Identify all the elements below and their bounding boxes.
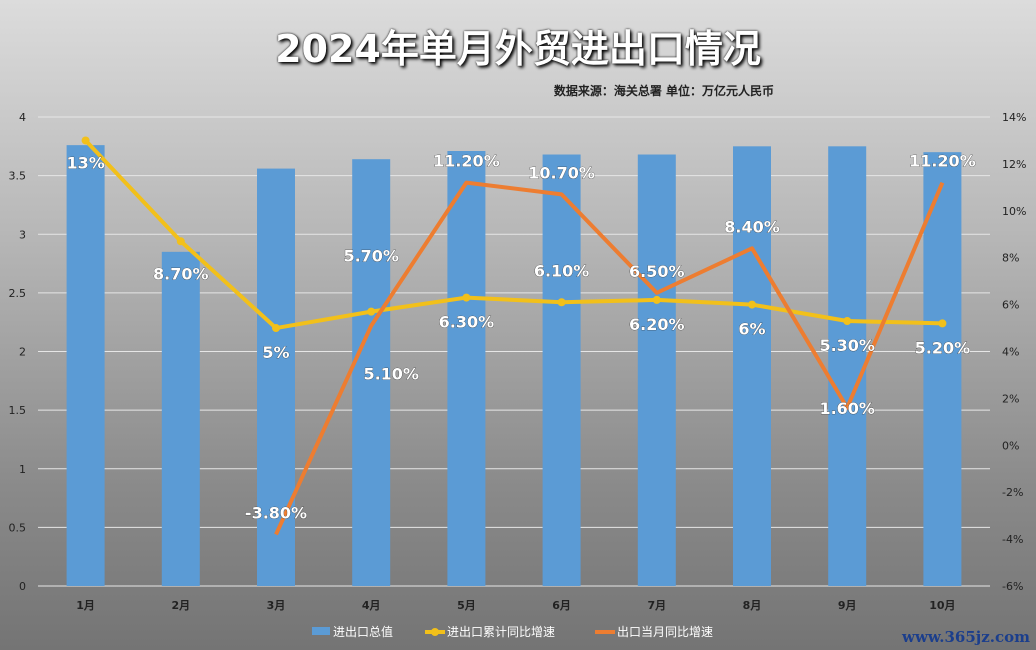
- data-label: 5.70%: [343, 247, 399, 266]
- series-point: [367, 307, 376, 316]
- legend-label: 出口当月同比增速: [617, 625, 713, 639]
- y-right-tick-label: 10%: [1002, 205, 1026, 218]
- bar: [923, 152, 962, 587]
- bar: [447, 151, 486, 586]
- y-right-tick-label: 2%: [1002, 392, 1019, 405]
- y-left-tick-label: 3: [19, 228, 26, 241]
- chart-title: 2024年单月外贸进出口情况: [275, 27, 761, 71]
- data-label: 6.30%: [439, 313, 495, 332]
- y-left-tick-label: 3.5: [9, 170, 27, 183]
- bar: [161, 251, 200, 586]
- x-tick-label: 10月: [929, 599, 955, 612]
- y-right-tick-label: 0%: [1002, 439, 1019, 452]
- series-point: [81, 136, 90, 145]
- series-line-2: [274, 180, 945, 536]
- x-tick-label: 7月: [647, 599, 666, 612]
- data-label: 11.20%: [909, 152, 976, 171]
- series-point: [272, 324, 280, 333]
- series-line-1: [84, 139, 943, 331]
- data-label: 6.50%: [629, 262, 685, 281]
- data-label: -3.80%: [245, 503, 307, 522]
- bar: [828, 146, 867, 586]
- y-right-tick-label: 8%: [1002, 252, 1019, 265]
- series-point: [462, 293, 471, 302]
- y-right-tick-label: 14%: [1002, 111, 1026, 124]
- y-right-tick-label: 4%: [1002, 346, 1019, 359]
- x-tick-label: 3月: [267, 599, 286, 612]
- y-right-tick-label: 12%: [1002, 158, 1026, 171]
- bar: [66, 145, 105, 586]
- y-left-tick-label: 2.5: [9, 287, 27, 300]
- x-tick-label: 5月: [457, 599, 476, 612]
- legend-swatch-marker: [431, 628, 439, 636]
- data-label: 5.30%: [819, 336, 875, 355]
- chart-subtitle: 数据来源：海关总署 单位：万亿元人民币: [553, 84, 774, 98]
- data-label: 1.60%: [819, 399, 875, 418]
- series-point: [652, 295, 661, 304]
- legend-swatch-bar: [312, 627, 330, 635]
- data-label: 6%: [738, 320, 765, 339]
- y-left-tick-label: 4: [19, 111, 26, 124]
- data-label: 5.10%: [363, 365, 419, 384]
- bar: [637, 154, 676, 586]
- series-point: [938, 319, 947, 328]
- y-left-tick-label: 0: [19, 580, 26, 593]
- bar: [352, 159, 391, 586]
- bar: [257, 168, 295, 586]
- series-point: [748, 300, 756, 309]
- x-tick-label: 9月: [838, 599, 857, 612]
- y-left-tick-label: 0.5: [9, 521, 27, 534]
- x-tick-label: 2月: [171, 599, 190, 612]
- data-label: 6.20%: [629, 315, 685, 334]
- y-left-tick-label: 1.5: [9, 404, 27, 417]
- data-label: 13%: [66, 153, 104, 172]
- data-label: 8.70%: [153, 264, 209, 283]
- series-point: [557, 298, 566, 307]
- watermark: www.365jz.com: [902, 628, 1030, 646]
- series-point: [843, 317, 852, 326]
- legend-label: 进出口总值: [333, 624, 393, 639]
- legend-label: 进出口累计同比增速: [447, 625, 555, 639]
- y-right-tick-label: 6%: [1002, 299, 1019, 312]
- x-tick-label: 1月: [76, 599, 95, 612]
- y-right-tick-label: -2%: [1002, 486, 1023, 499]
- data-label: 6.10%: [534, 261, 590, 280]
- data-label: 8.40%: [724, 217, 780, 236]
- bar: [542, 154, 581, 586]
- x-tick-label: 4月: [362, 599, 381, 612]
- y-left-tick-label: 1: [19, 463, 26, 476]
- bar: [733, 146, 771, 586]
- y-right-tick-label: -6%: [1002, 580, 1023, 593]
- series-point: [176, 237, 185, 246]
- y-left-tick-label: 2: [19, 346, 26, 359]
- data-label: 5%: [262, 343, 289, 362]
- data-label: 11.20%: [433, 152, 500, 171]
- data-label: 10.70%: [528, 163, 595, 182]
- x-tick-label: 8月: [743, 599, 762, 612]
- x-tick-label: 6月: [552, 599, 571, 612]
- data-label: 5.20%: [915, 338, 971, 357]
- y-right-tick-label: -4%: [1002, 533, 1023, 546]
